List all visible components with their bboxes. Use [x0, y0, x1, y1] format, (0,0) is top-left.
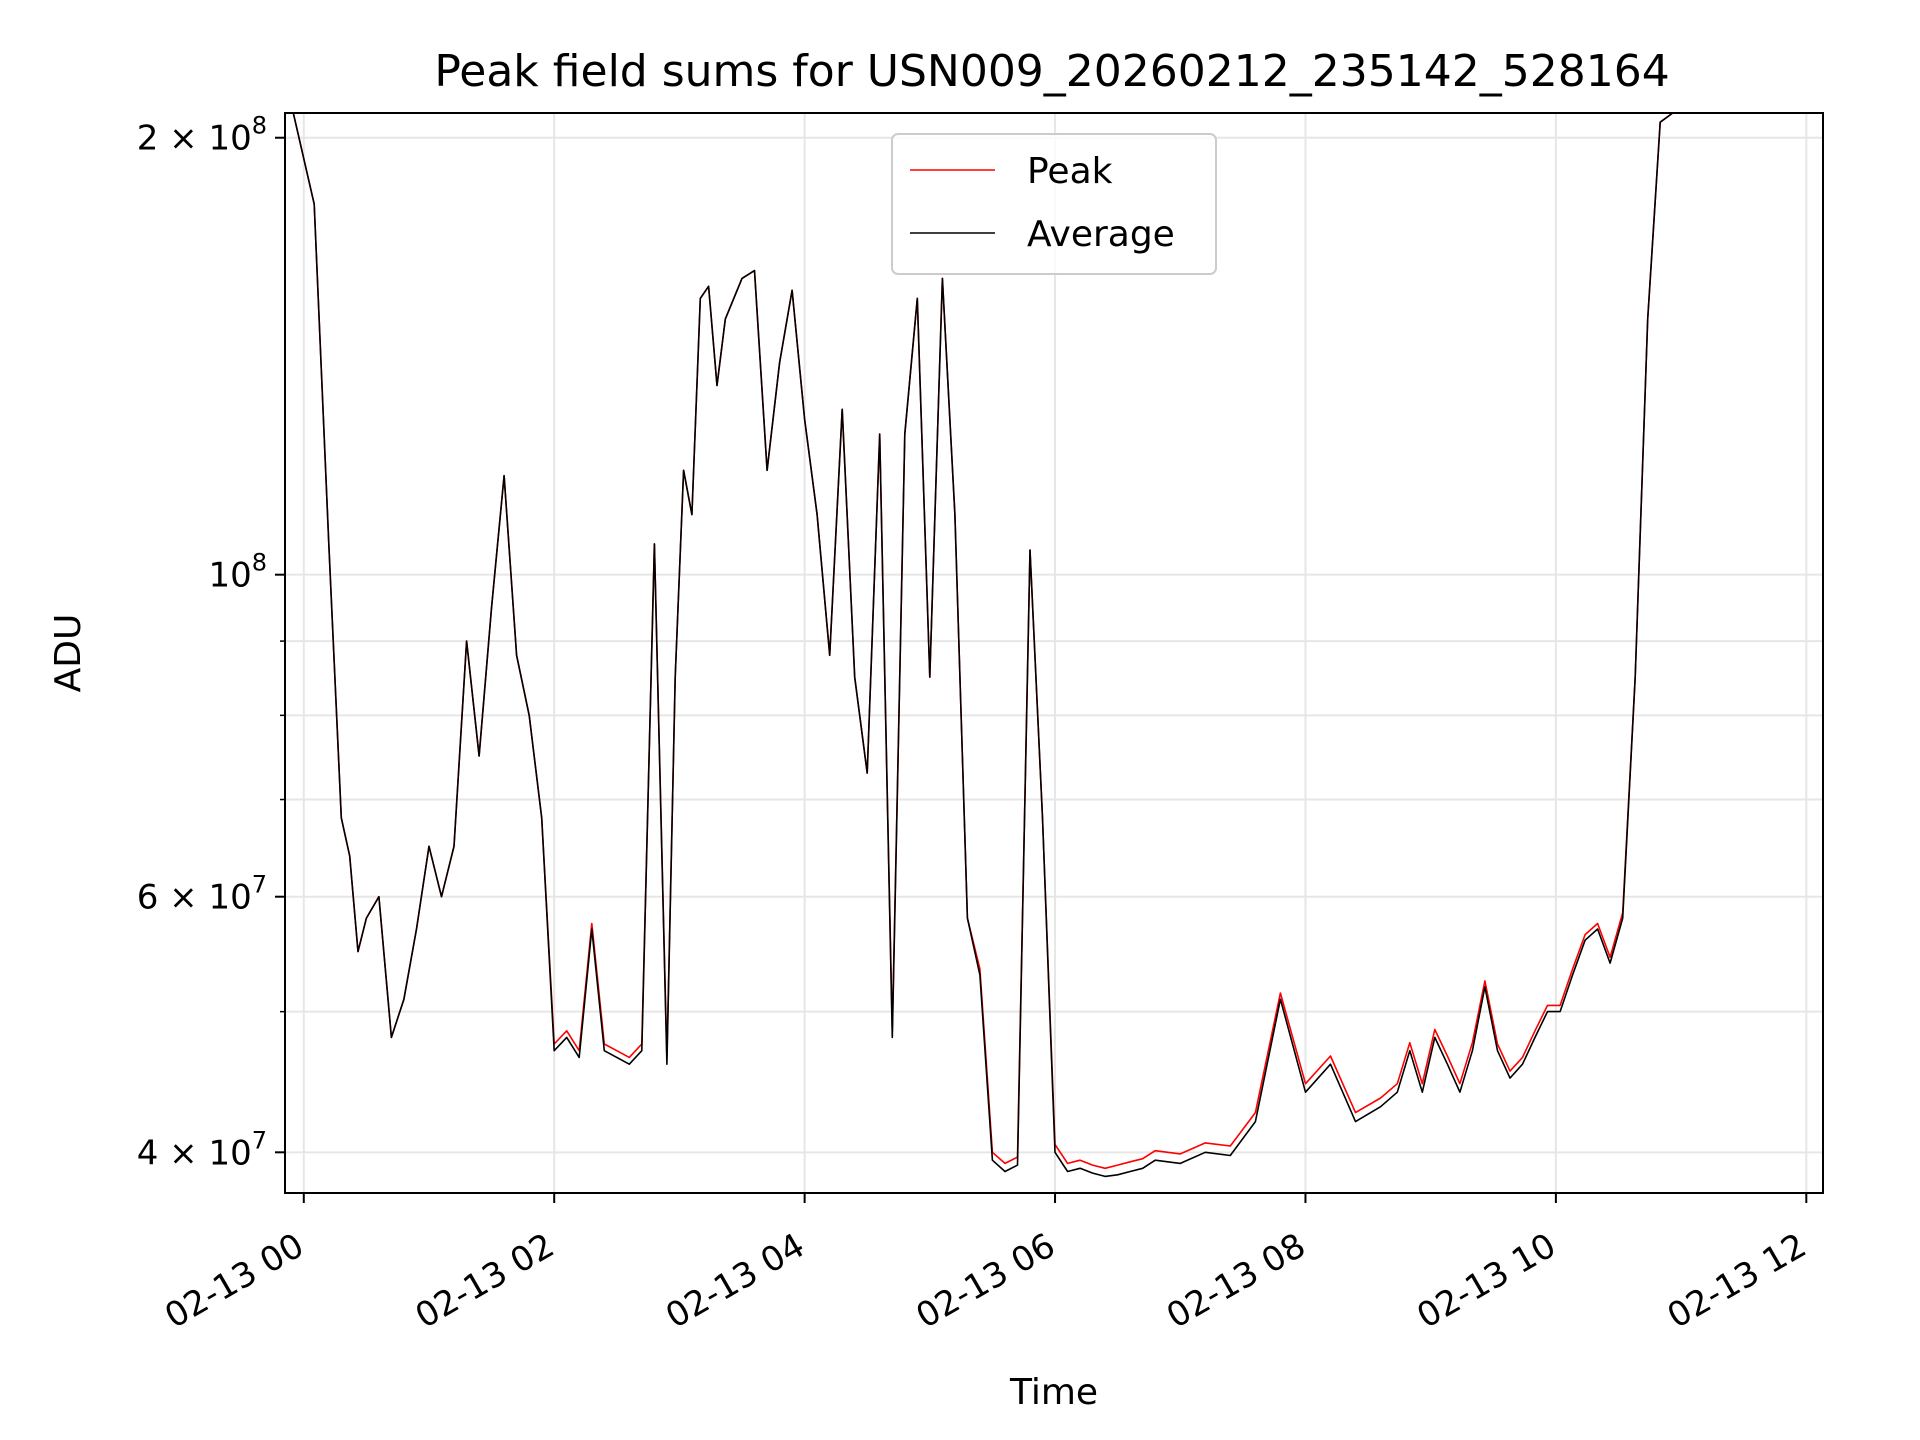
- x-tick-label: 02-13 12: [1661, 1226, 1813, 1337]
- legend: Peak Average: [891, 133, 1217, 275]
- y-tick-base: 4 × 10: [137, 1133, 252, 1173]
- x-tick-label: 02-13 10: [1410, 1226, 1562, 1337]
- y-tick-base: 10: [208, 556, 251, 596]
- y-tick-label: 2 × 108: [137, 112, 267, 159]
- y-tick-label: 6 × 107: [137, 871, 267, 918]
- y-tick-base: 2 × 10: [137, 119, 252, 159]
- y-tick-base: 6 × 10: [137, 878, 252, 918]
- x-axis: 02-13 00 02-13 02 02-13 04 02-13 06 02-13 08…: [158, 1193, 1813, 1337]
- chart-title: Peak field sums for USN009_20260212_2351…: [434, 46, 1669, 97]
- x-tick-label: 02-13 06: [910, 1226, 1062, 1337]
- y-tick-exponent: 8: [252, 112, 267, 140]
- legend-label-peak: Peak: [1027, 151, 1113, 192]
- y-tick-exponent: 7: [252, 1126, 267, 1154]
- x-tick-label: 02-13 02: [409, 1226, 561, 1337]
- x-tick-label: 02-13 08: [1160, 1226, 1312, 1337]
- x-tick-label: 02-13 00: [158, 1226, 310, 1337]
- series-lines: [292, 112, 1782, 1178]
- x-tick-label: 02-13 04: [659, 1226, 811, 1337]
- y-tick-label: 108: [208, 549, 267, 596]
- y-axis-label: ADU: [48, 614, 89, 693]
- legend-label-average: Average: [1027, 214, 1175, 255]
- legend-box: [891, 133, 1217, 275]
- y-tick-label: 4 × 107: [137, 1126, 267, 1173]
- x-axis-label: Time: [1009, 1372, 1098, 1413]
- series-average-line: [292, 112, 1782, 1178]
- plot-frame: [284, 112, 1824, 1194]
- grid-lines: [285, 113, 1823, 1193]
- y-tick-exponent: 7: [252, 871, 267, 899]
- y-tick-exponent: 8: [252, 549, 267, 577]
